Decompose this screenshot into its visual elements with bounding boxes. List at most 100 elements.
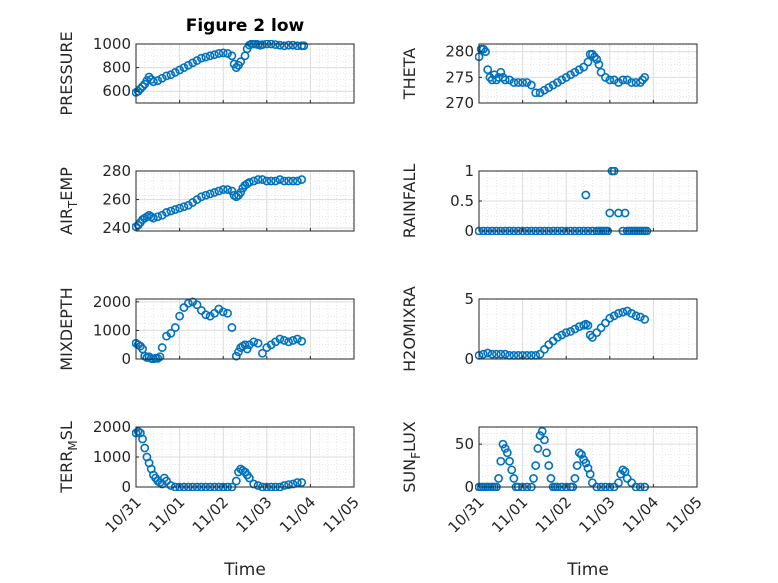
y-tick-label: 1000 [93, 35, 131, 53]
data-point [529, 474, 538, 483]
y-tick-label: 600 [102, 82, 131, 100]
data-point [594, 60, 604, 69]
data-point [196, 192, 206, 202]
data-point [542, 448, 551, 458]
data-point [240, 340, 250, 350]
data-point [297, 336, 307, 346]
data-point [149, 77, 158, 87]
data-point [135, 84, 145, 94]
y-tick-label: 0 [121, 478, 131, 496]
data-point [166, 481, 176, 490]
data-point [614, 478, 623, 488]
data-point [557, 75, 567, 85]
data-point [622, 306, 632, 316]
data-point [581, 190, 591, 200]
data-point [537, 426, 547, 436]
subplot-theta: 270 275 280 THETA [400, 43, 698, 112]
data-point [596, 67, 606, 77]
axes-frame [135, 43, 355, 104]
data-series [132, 297, 307, 363]
data-point [507, 465, 517, 475]
data-point [640, 72, 650, 82]
x-tick-label: 11/03 [575, 493, 618, 536]
data-point [494, 474, 504, 483]
data-point [297, 175, 307, 184]
data-point [175, 311, 184, 321]
data-point [271, 40, 280, 49]
data-point [253, 338, 263, 348]
data-point [153, 354, 163, 363]
data-point [605, 208, 615, 218]
y-axis-label: THETA [400, 48, 419, 100]
data-point [561, 328, 571, 337]
y-tick-label: 0 [121, 350, 131, 368]
subplot-sunflux: 0 50 10/31 11/01 11/02 11/03 11/04 11/05 SUNFLUX [400, 421, 706, 536]
axes-frame [478, 43, 698, 104]
data-point [288, 176, 298, 186]
x-tick-label: 11/04 [619, 493, 662, 536]
data-point [266, 176, 276, 186]
subplot-rainfall: 0 0.5 1 RAINFALL [400, 162, 698, 240]
data-point [275, 175, 285, 184]
data-point [292, 478, 302, 487]
data-point [166, 328, 176, 338]
data-point [500, 75, 510, 85]
data-point [513, 78, 523, 87]
y-axis-label: MIXDEPTH [57, 287, 76, 370]
data-point [557, 330, 567, 340]
data-point [153, 212, 163, 222]
data-point [227, 51, 237, 61]
data-point [218, 48, 228, 58]
data-point [570, 67, 580, 77]
data-point [540, 344, 549, 354]
data-point [553, 332, 562, 342]
data-point [502, 448, 512, 458]
data-point [201, 52, 211, 62]
data-point [214, 49, 224, 58]
subplot-h2omixra: 0 5 H2OMIXRA [400, 286, 698, 372]
data-point [544, 461, 554, 470]
data-point [284, 40, 293, 50]
data-point [249, 337, 259, 347]
data-point [227, 323, 237, 332]
data-point [572, 461, 582, 470]
data-point [205, 51, 215, 61]
data-point [522, 78, 532, 87]
data-point [483, 348, 493, 358]
data-point [192, 56, 202, 65]
data-point [622, 75, 632, 85]
x-tick-label: 11/01 [488, 493, 531, 536]
data-point [618, 307, 628, 317]
x-tick-label: 11/02 [189, 493, 232, 536]
data-point [627, 78, 636, 87]
data-point [288, 336, 298, 345]
data-point [570, 474, 580, 483]
figure-title: Figure 2 low [186, 16, 305, 36]
data-point [231, 63, 241, 72]
x-tick-label: 11/04 [276, 493, 319, 536]
data-point [188, 58, 198, 68]
axes-frame [135, 298, 355, 360]
axes-frame [478, 298, 698, 360]
data-point [526, 80, 536, 90]
x-tick-label: 11/03 [232, 493, 275, 536]
data-point [279, 336, 289, 345]
data-point [279, 481, 289, 490]
y-tick-label: 5 [464, 290, 474, 308]
data-point [214, 186, 224, 196]
y-tick-label: 2000 [93, 418, 131, 436]
data-point [170, 323, 180, 332]
data-point [205, 189, 215, 199]
data-point [585, 469, 595, 479]
data-point [175, 65, 184, 75]
data-point [579, 62, 589, 72]
x-tick-label: 11/05 [663, 493, 706, 536]
data-point [275, 40, 285, 50]
data-point [605, 75, 615, 85]
data-point [292, 334, 302, 344]
x-axis-label-right: Time [566, 560, 609, 580]
subplot-airtemp: 240 260 280 AIRTEMP [57, 162, 355, 237]
y-axis-label: AIRTEMP [57, 167, 80, 235]
y-axis-label: H2OMIXRA [400, 286, 419, 372]
data-point [162, 208, 171, 217]
